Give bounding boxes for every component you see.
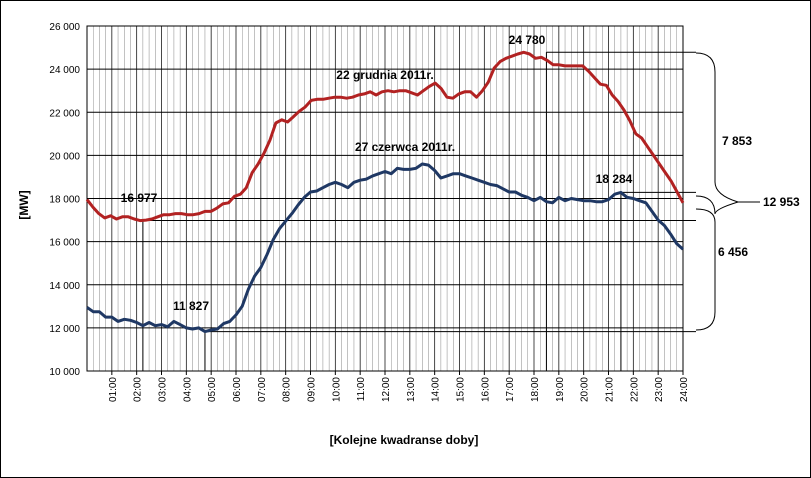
x-tick-label: 05:00 bbox=[207, 377, 218, 402]
x-tick-label: 17:00 bbox=[505, 377, 516, 402]
y-axis-label: [MW] bbox=[17, 190, 31, 219]
x-tick-label: 21:00 bbox=[605, 377, 616, 402]
y-tick-label: 14 000 bbox=[49, 281, 80, 292]
annotation-series1-name: 22 grudnia 2011r. bbox=[336, 68, 433, 82]
y-tick-label: 22 000 bbox=[49, 108, 80, 119]
x-tick-label: 24:00 bbox=[679, 377, 690, 402]
annotation-max-summer: 18 284 bbox=[596, 172, 633, 186]
x-tick-label: 15:00 bbox=[456, 377, 467, 402]
x-tick-label: 10:00 bbox=[331, 377, 342, 402]
annotation-guides bbox=[142, 51, 696, 371]
annotation-winter-range: 7 853 bbox=[722, 134, 752, 148]
annotation-max-winter: 24 780 bbox=[509, 33, 546, 47]
x-tick-label: 23:00 bbox=[654, 377, 665, 402]
brackets bbox=[695, 52, 760, 331]
x-axis-label: [Kolejne kwadranse doby] bbox=[330, 433, 479, 447]
y-tick-labels: 10 000 12 000 14 000 16 000 18 000 20 000 22 0… bbox=[49, 22, 80, 378]
x-tick-label: 22:00 bbox=[629, 377, 640, 402]
x-tick-label: 03:00 bbox=[158, 377, 169, 402]
y-tick-label: 24 000 bbox=[49, 65, 80, 76]
bracket-winter bbox=[695, 52, 740, 215]
x-tick-label: 01:00 bbox=[108, 377, 119, 402]
y-tick-label: 20 000 bbox=[49, 151, 80, 162]
x-tick-label: 04:00 bbox=[182, 377, 193, 402]
x-tick-label: 19:00 bbox=[555, 377, 566, 402]
y-tick-label: 18 000 bbox=[49, 195, 80, 206]
x-tick-label: 16:00 bbox=[480, 377, 491, 402]
x-tick-labels: 01:00 02:00 03:00 04:00 05:00 06:00 07:00 08:00… bbox=[108, 371, 690, 402]
x-tick-label: 14:00 bbox=[431, 377, 442, 402]
x-tick-label: 09:00 bbox=[307, 377, 318, 402]
x-tick-label: 08:00 bbox=[282, 377, 293, 402]
series-line-1 bbox=[85, 50, 685, 223]
bracket-summer bbox=[695, 208, 716, 331]
annotation-min-winter: 16 977 bbox=[121, 191, 158, 205]
y-tick-label: 12 000 bbox=[49, 324, 80, 335]
x-tick-label: 12:00 bbox=[381, 377, 392, 402]
series-line-2 bbox=[86, 162, 684, 334]
annotation-series2-name: 27 czerwca 2011r. bbox=[355, 140, 455, 154]
y-tick-label: 26 000 bbox=[49, 22, 80, 33]
annotation-summer-range: 6 456 bbox=[718, 245, 748, 259]
x-tick-label: 02:00 bbox=[133, 377, 144, 402]
x-tick-label: 18:00 bbox=[530, 377, 541, 402]
annotation-total-range: 12 953 bbox=[763, 195, 800, 209]
series-lines bbox=[85, 50, 685, 334]
x-tick-label: 11:00 bbox=[356, 377, 367, 402]
x-tick-label: 06:00 bbox=[232, 377, 243, 402]
grid bbox=[86, 25, 684, 372]
y-tick-label: 10 000 bbox=[49, 367, 80, 378]
y-tick-label: 16 000 bbox=[49, 238, 80, 249]
x-tick-label: 13:00 bbox=[406, 377, 417, 402]
annotation-min-summer: 11 827 bbox=[173, 299, 209, 313]
x-tick-label: 20:00 bbox=[580, 377, 591, 402]
x-tick-label: 07:00 bbox=[257, 377, 268, 402]
